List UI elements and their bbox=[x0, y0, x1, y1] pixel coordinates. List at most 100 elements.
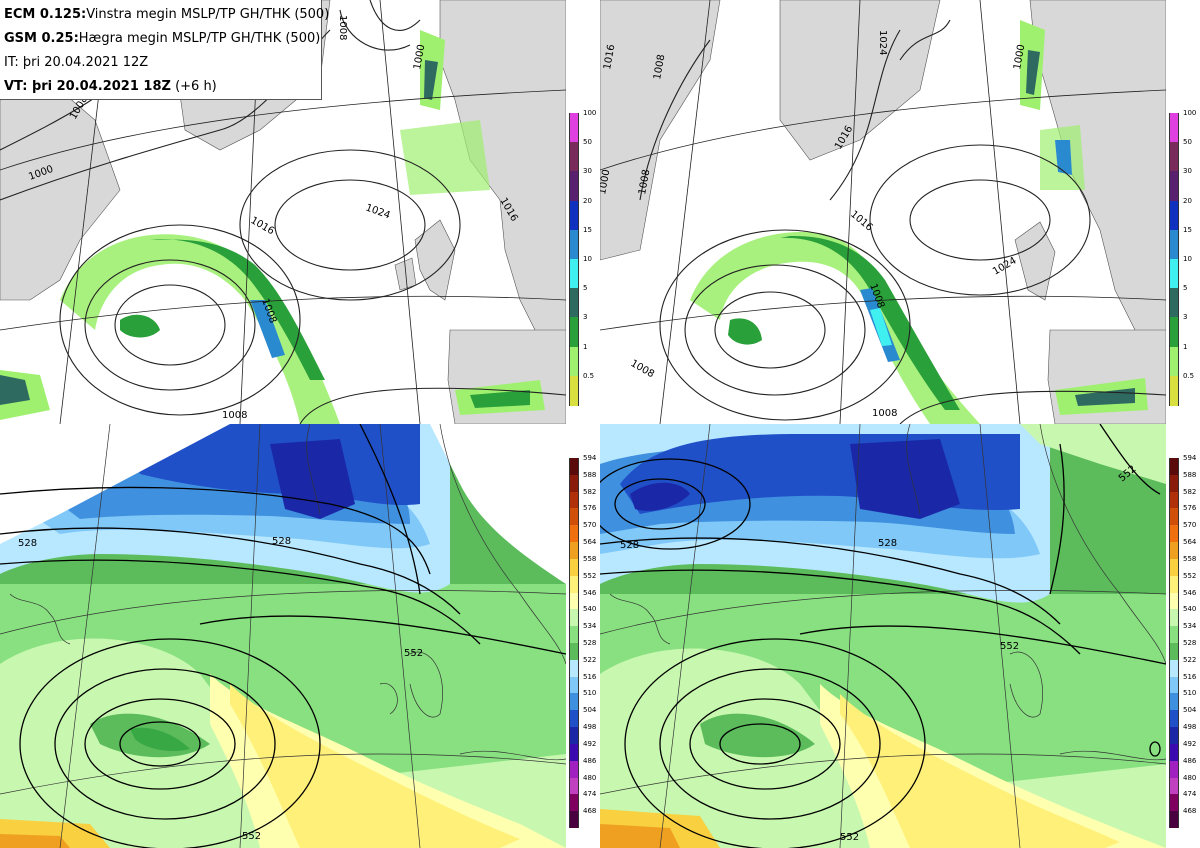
colorbar-label: 576 bbox=[1183, 504, 1197, 513]
colorbar-swatch bbox=[1169, 626, 1179, 644]
colorbar-swatch bbox=[1169, 592, 1179, 610]
colorbar-label: 486 bbox=[1183, 756, 1197, 765]
gsm-thickness-map: 528 528 552 552 552 bbox=[600, 424, 1166, 848]
gsm-isobar-label: 1024 bbox=[877, 30, 888, 55]
colorbar-swatch bbox=[569, 609, 579, 627]
colorbar-label: 468 bbox=[583, 807, 597, 816]
colorbar-swatch bbox=[569, 458, 579, 475]
colorbar-swatch bbox=[1169, 710, 1179, 728]
colorbar-label: 558 bbox=[1183, 554, 1197, 563]
gsm-thickness-label: 528 bbox=[620, 540, 639, 551]
colorbar-label: 588 bbox=[1183, 470, 1197, 479]
colorbar-swatch bbox=[569, 113, 579, 143]
colorbar-label: 522 bbox=[1183, 655, 1197, 664]
colorbar-swatch bbox=[1169, 525, 1179, 543]
ecm-isobar-label: 1000 bbox=[412, 44, 427, 71]
colorbar-label: 10 bbox=[583, 255, 592, 263]
info-line-valid-time: VT: þri 20.04.2021 18Z (+6 h) bbox=[4, 79, 217, 94]
colorbar-swatch bbox=[1169, 777, 1179, 795]
colorbar-label: 552 bbox=[583, 571, 597, 580]
colorbar-swatch bbox=[569, 474, 579, 492]
forecast-info-box: ECM 0.125:Vinstra megin MSLP/TP GH/THK (… bbox=[0, 0, 329, 100]
gsm-isobar-label: 1008 bbox=[872, 408, 897, 419]
colorbar-swatch bbox=[569, 777, 579, 795]
colorbar-swatch bbox=[569, 317, 579, 348]
info-line-init-time: IT: þri 20.04.2021 12Z bbox=[4, 55, 149, 70]
thickness-colorbar: 594 588 582 576 570 564 558 552 546 540 534 528 522 5… bbox=[1169, 454, 1199, 829]
colorbar-label: 3 bbox=[1183, 313, 1188, 322]
colorbar-label: 582 bbox=[1183, 487, 1197, 496]
colorbar-label: 570 bbox=[583, 521, 597, 530]
colorbar-swatch bbox=[569, 794, 579, 812]
thickness-colorbar: 594 588 582 576 570 564 558 552 546 540 534 528 522 5… bbox=[569, 454, 599, 829]
gsm-mslp-map: 1016 1008 1016 1024 1016 1000 1008 1024 … bbox=[600, 0, 1166, 424]
colorbar-swatch bbox=[1169, 200, 1179, 231]
colorbar-label: 0.5 bbox=[1183, 371, 1195, 380]
colorbar-swatch bbox=[569, 200, 579, 231]
colorbar-label: 3 bbox=[583, 313, 588, 322]
colorbar-swatch bbox=[1169, 375, 1179, 406]
ecm-thickness-map: 528 528 552 552 bbox=[0, 424, 566, 848]
gsm-isobar-label: 1008 bbox=[652, 54, 667, 81]
colorbar-label: 30 bbox=[583, 167, 592, 176]
precip-colorbar: 100 50 30 20 15 10 5 3 1 0.5 bbox=[1169, 109, 1199, 406]
colorbar-label: 468 bbox=[1183, 807, 1197, 816]
colorbar-label: 528 bbox=[1183, 639, 1197, 647]
ecm-isobar-label: 1008 bbox=[337, 15, 348, 40]
colorbar-label: 594 bbox=[583, 454, 597, 462]
colorbar-label: 546 bbox=[1183, 588, 1197, 597]
colorbar-swatch bbox=[569, 592, 579, 610]
colorbar-swatch bbox=[569, 525, 579, 543]
colorbar-label: 474 bbox=[583, 790, 597, 799]
colorbar-swatch bbox=[569, 259, 579, 289]
colorbar-swatch bbox=[569, 693, 579, 711]
colorbar-swatch bbox=[1169, 508, 1179, 526]
colorbar-label: 552 bbox=[1183, 571, 1197, 580]
colorbar-swatch bbox=[569, 575, 579, 593]
colorbar-label: 10 bbox=[1183, 255, 1192, 263]
colorbar-label: 30 bbox=[1183, 167, 1192, 176]
colorbar-label: 15 bbox=[1183, 225, 1192, 234]
colorbar-swatch bbox=[1169, 259, 1179, 289]
colorbar-swatch bbox=[569, 760, 579, 778]
colorbar-swatch bbox=[1169, 659, 1179, 677]
colorbar-swatch bbox=[1169, 491, 1179, 509]
gsm-isobar-label: 1008 bbox=[637, 169, 652, 196]
colorbar-swatch bbox=[1169, 794, 1179, 812]
colorbar-label: 480 bbox=[1183, 773, 1197, 782]
colorbar-swatch bbox=[1169, 288, 1179, 319]
colorbar-label: 480 bbox=[583, 773, 597, 782]
colorbar-swatch bbox=[1169, 558, 1179, 576]
colorbar-label: 582 bbox=[583, 487, 597, 496]
colorbar-swatch bbox=[569, 676, 579, 694]
colorbar-swatch bbox=[1169, 727, 1179, 745]
colorbar-swatch bbox=[1169, 229, 1179, 260]
colorbar-swatch bbox=[569, 626, 579, 644]
colorbar-label: 1 bbox=[583, 342, 588, 351]
colorbar-swatch bbox=[1169, 609, 1179, 627]
colorbar-label: 50 bbox=[1183, 138, 1192, 147]
colorbar-swatch bbox=[569, 346, 579, 377]
colorbar-swatch bbox=[569, 710, 579, 728]
colorbar-swatch bbox=[1169, 458, 1179, 475]
colorbar-label: 534 bbox=[1183, 622, 1197, 631]
colorbar-label: 546 bbox=[583, 588, 597, 597]
colorbar-label: 498 bbox=[583, 723, 597, 732]
gsm-thickness-label: 528 bbox=[878, 538, 897, 549]
gsm-isobar-label: 1000 bbox=[1012, 44, 1027, 71]
colorbar-label: 5 bbox=[1183, 284, 1188, 293]
colorbar-swatch bbox=[1169, 643, 1179, 660]
colorbar-label: 540 bbox=[1183, 605, 1197, 614]
colorbar-swatch bbox=[1169, 113, 1179, 143]
colorbar-swatch bbox=[569, 558, 579, 576]
colorbar-swatch bbox=[1169, 171, 1179, 202]
colorbar-swatch bbox=[1169, 346, 1179, 377]
colorbar-swatch bbox=[569, 743, 579, 761]
colorbar-swatch bbox=[1169, 142, 1179, 173]
colorbar-label: 486 bbox=[583, 756, 597, 765]
colorbar-swatch bbox=[1169, 693, 1179, 711]
colorbar-label: 588 bbox=[583, 470, 597, 479]
colorbar-label: 50 bbox=[583, 138, 592, 147]
colorbar-label: 522 bbox=[583, 655, 597, 664]
colorbar-label: 100 bbox=[1183, 109, 1197, 117]
